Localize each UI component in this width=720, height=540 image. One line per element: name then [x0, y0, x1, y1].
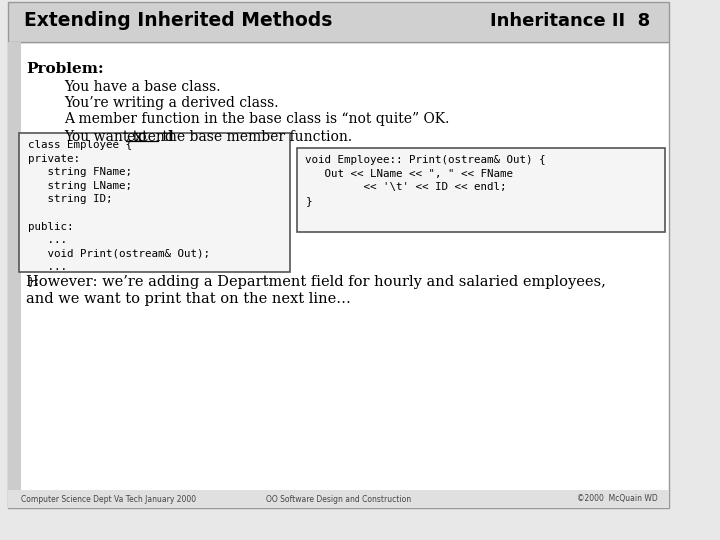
Text: void Employee:: Print(ostream& Out) {
   Out << LName << ", " << FName
         : void Employee:: Print(ostream& Out) { Ou… [305, 155, 546, 206]
Text: Extending Inherited Methods: Extending Inherited Methods [24, 11, 333, 30]
Text: You want to: You want to [64, 130, 151, 144]
Text: Problem:: Problem: [27, 62, 104, 76]
Text: OO Software Design and Construction: OO Software Design and Construction [266, 495, 411, 503]
FancyBboxPatch shape [19, 133, 290, 272]
Text: and we want to print that on the next line…: and we want to print that on the next li… [27, 292, 351, 306]
Text: You’re writing a derived class.: You’re writing a derived class. [64, 96, 279, 110]
FancyBboxPatch shape [7, 42, 21, 508]
Text: the base member function.: the base member function. [158, 130, 352, 144]
FancyBboxPatch shape [297, 148, 665, 232]
Text: You have a base class.: You have a base class. [64, 80, 220, 94]
Text: A member function in the base class is “not quite” OK.: A member function in the base class is “… [64, 112, 449, 126]
Text: ©2000  McQuain WD: ©2000 McQuain WD [577, 495, 657, 503]
Text: Computer Science Dept Va Tech January 2000: Computer Science Dept Va Tech January 20… [21, 495, 196, 503]
Text: However: we’re adding a Department field for hourly and salaried employees,: However: we’re adding a Department field… [27, 275, 606, 289]
FancyBboxPatch shape [7, 42, 669, 508]
Text: extend: extend [127, 130, 174, 144]
Text: Inheritance II  8: Inheritance II 8 [490, 12, 650, 30]
Text: class Employee {
private:
   string FName;
   string LName;
   string ID;

publi: class Employee { private: string FName; … [28, 140, 210, 286]
FancyBboxPatch shape [7, 490, 669, 508]
FancyBboxPatch shape [7, 2, 669, 42]
